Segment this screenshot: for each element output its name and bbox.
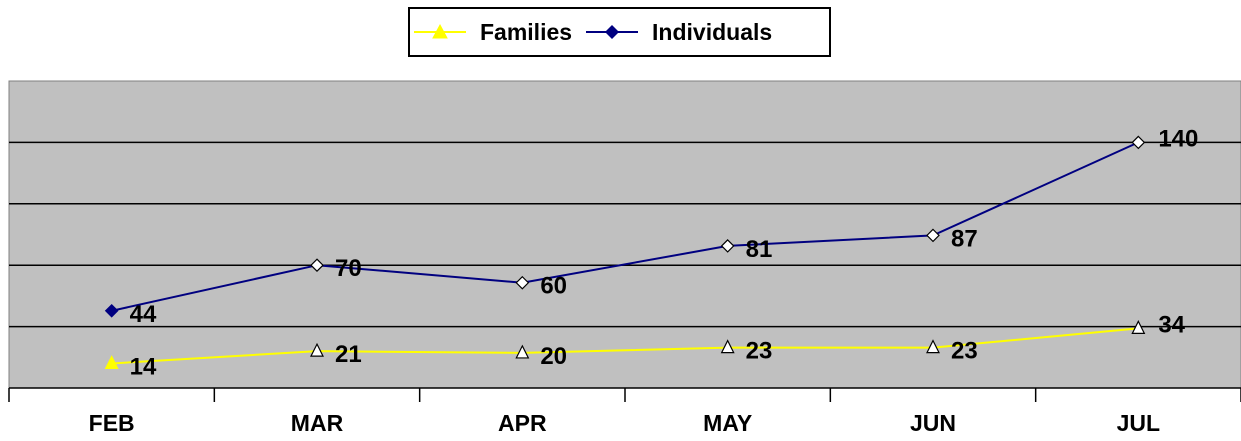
series-layer — [104, 135, 1146, 370]
x-tick-label: MAY — [703, 410, 752, 436]
data-label-individuals: 60 — [540, 273, 567, 300]
data-point-individuals — [926, 228, 940, 243]
legend-swatch-individuals — [586, 25, 639, 39]
x-tick-label: MAR — [291, 410, 344, 436]
data-labels: 14 21 20 23 23 34 44 70 60 81 87 140 — [130, 125, 1199, 380]
data-point-individuals — [720, 239, 735, 253]
x-tick-label: JUL — [1117, 410, 1160, 436]
data-label-families: 14 — [130, 353, 157, 380]
data-label-individuals: 70 — [335, 255, 362, 282]
data-label-families: 20 — [540, 343, 567, 370]
data-label-families: 21 — [335, 341, 362, 368]
series-line-families — [111, 327, 1139, 365]
x-tick-label: JUN — [910, 410, 956, 436]
data-label-families: 23 — [951, 338, 978, 365]
x-axis: FEB MAR APR MAY JUN JUL — [8, 387, 1241, 436]
legend-label-individuals: Individuals — [652, 18, 773, 45]
legend-item-families: Families — [410, 9, 582, 55]
data-point-individuals — [515, 275, 530, 290]
data-point-families — [720, 339, 735, 354]
legend-item-individuals: Individuals — [582, 9, 782, 55]
x-tick-label: FEB — [89, 410, 135, 436]
legend-swatch-families — [414, 23, 466, 39]
legend: Families Individuals — [408, 7, 831, 57]
data-point-families — [1131, 320, 1146, 334]
legend-label-families: Families — [480, 18, 573, 45]
series-line-individuals — [111, 141, 1139, 312]
data-label-families: 34 — [1158, 311, 1185, 338]
data-point-families — [310, 342, 324, 357]
data-label-families: 23 — [746, 338, 773, 365]
data-point-individuals — [1131, 135, 1146, 150]
data-point-families — [926, 339, 940, 354]
data-label-individuals: 44 — [130, 301, 157, 328]
data-label-individuals: 81 — [746, 236, 773, 263]
plot-area — [8, 80, 1241, 389]
data-label-individuals: 87 — [951, 225, 978, 252]
data-label-individuals: 140 — [1158, 125, 1198, 152]
data-point-families — [104, 355, 119, 370]
gridlines — [9, 141, 1241, 328]
data-point-individuals — [104, 303, 119, 318]
x-tick-label: APR — [498, 410, 547, 436]
data-point-individuals — [310, 258, 324, 273]
data-point-families — [515, 344, 530, 359]
